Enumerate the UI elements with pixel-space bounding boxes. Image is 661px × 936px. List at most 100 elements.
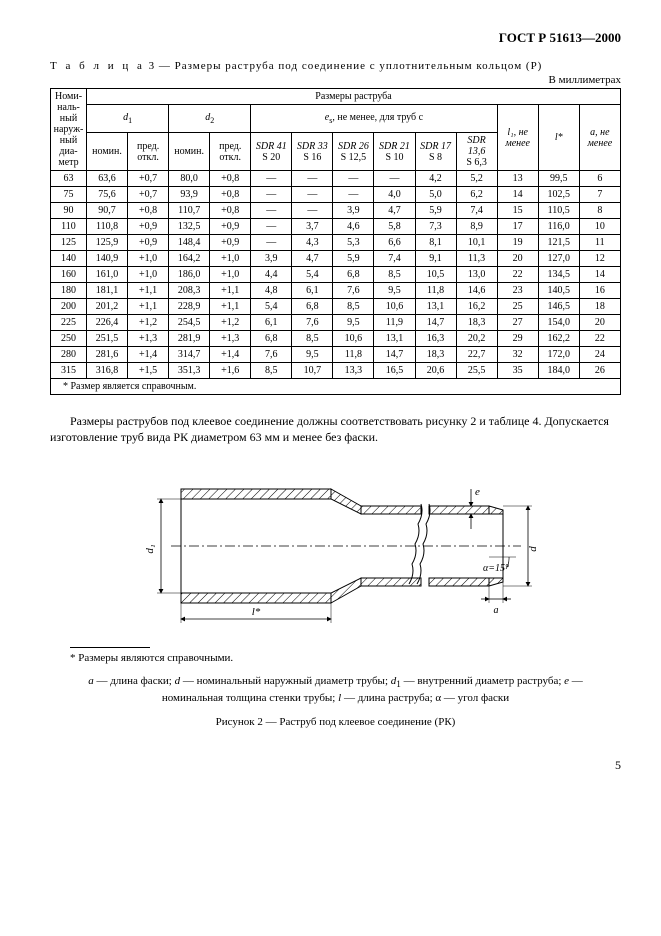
- table-cell: 99,5: [538, 171, 579, 187]
- table-cell: 14: [497, 187, 538, 203]
- table-cell: 181,1: [87, 283, 128, 299]
- table-cell: +0,8: [210, 187, 251, 203]
- table-row: 7575,6+0,793,9+0,8———4,05,06,214102,57: [51, 187, 621, 203]
- table-cell: 6,1: [251, 315, 292, 331]
- th-d1-sub: 1: [128, 116, 132, 125]
- th-d2-sub: 2: [210, 116, 214, 125]
- table-cell: +0,9: [128, 219, 169, 235]
- th-razmery: Размеры раструба: [87, 89, 621, 105]
- table-cell: +1,2: [128, 315, 169, 331]
- table-cell: 125,9: [87, 235, 128, 251]
- th-d2-nomin: номин.: [169, 133, 210, 171]
- table-cell: 5,3: [333, 235, 374, 251]
- table-cell: 4,3: [292, 235, 333, 251]
- table-cell: 314,7: [169, 347, 210, 363]
- table-cell: 4,6: [333, 219, 374, 235]
- table-cell: 10,6: [374, 299, 415, 315]
- table-cell: 315: [51, 363, 87, 379]
- table-cell: 11: [579, 235, 620, 251]
- table-cell: 16,2: [456, 299, 497, 315]
- table-row: 6363,6+0,780,0+0,8————4,25,21399,56: [51, 171, 621, 187]
- table-cell: 14,7: [374, 347, 415, 363]
- table-cell: 16,5: [374, 363, 415, 379]
- table-cell: +1,2: [210, 315, 251, 331]
- table-cell: 75,6: [87, 187, 128, 203]
- table-cell: —: [374, 171, 415, 187]
- table-cell: 6: [579, 171, 620, 187]
- table-cell: —: [251, 187, 292, 203]
- table-cell: 6,1: [292, 283, 333, 299]
- table-cell: 29: [497, 331, 538, 347]
- table-cell: 25: [497, 299, 538, 315]
- table-cell: 225: [51, 315, 87, 331]
- table-cell: 9,1: [415, 251, 456, 267]
- table-cell: 180: [51, 283, 87, 299]
- table-cell: 6,6: [374, 235, 415, 251]
- table-cell: 20: [497, 251, 538, 267]
- table-cell: 5,4: [292, 267, 333, 283]
- table-row: 125125,9+0,9148,4+0,9—4,35,36,68,110,119…: [51, 235, 621, 251]
- table-cell: 186,0: [169, 267, 210, 283]
- fig-e-label: e: [475, 486, 480, 498]
- table-cell: —: [333, 171, 374, 187]
- table-cell: +0,7: [128, 171, 169, 187]
- th-es: es, не менее, для труб с: [251, 105, 497, 133]
- table-cell: 9,5: [374, 283, 415, 299]
- table-cell: 200: [51, 299, 87, 315]
- table-cell: 6,2: [456, 187, 497, 203]
- table-row: 200201,2+1,1228,9+1,15,46,88,510,613,116…: [51, 299, 621, 315]
- table-cell: 5,0: [415, 187, 456, 203]
- figure: d₁ d e α=15° l* a: [50, 459, 621, 637]
- table-cell: —: [251, 203, 292, 219]
- table-cell: 3,9: [251, 251, 292, 267]
- table-row: 280281,6+1,4314,7+1,47,69,511,814,718,32…: [51, 347, 621, 363]
- units-label: В миллиметрах: [50, 74, 621, 86]
- table-cell: +1,1: [128, 299, 169, 315]
- table-cell: 134,5: [538, 267, 579, 283]
- table-cell: —: [333, 187, 374, 203]
- table-cell: +1,1: [210, 283, 251, 299]
- footnote-rule: [70, 647, 150, 648]
- table-cell: +1,3: [128, 331, 169, 347]
- table-cell: 6,8: [333, 267, 374, 283]
- table-cell: 226,4: [87, 315, 128, 331]
- table-cell: 32: [497, 347, 538, 363]
- table-cell: 13,1: [374, 331, 415, 347]
- th-es-rest: , не менее, для труб с: [332, 112, 423, 123]
- table-cell: 250: [51, 331, 87, 347]
- table-cell: 7: [579, 187, 620, 203]
- table-cell: 280: [51, 347, 87, 363]
- th-nom-diam: Номи­наль­ный на­руж­ный диа­метр: [51, 89, 87, 171]
- table-cell: 201,2: [87, 299, 128, 315]
- table-cell: 5,9: [415, 203, 456, 219]
- table-cell: 208,3: [169, 283, 210, 299]
- table-cell: 8,5: [374, 267, 415, 283]
- table-cell: 6,8: [251, 331, 292, 347]
- table-cell: 7,6: [251, 347, 292, 363]
- table-row: 9090,7+0,8110,7+0,8——3,94,75,97,415110,5…: [51, 203, 621, 219]
- th-sdr33: SDR 33S 16: [292, 133, 333, 171]
- table-cell: 18,3: [456, 315, 497, 331]
- table-row: 315316,8+1,5351,3+1,68,510,713,316,520,6…: [51, 363, 621, 379]
- table-cell: 10: [579, 219, 620, 235]
- table-cell: +0,8: [210, 171, 251, 187]
- table-cell: 7,4: [374, 251, 415, 267]
- table-cell: +1,1: [128, 283, 169, 299]
- table-cell: 26: [579, 363, 620, 379]
- table-cell: +1,4: [128, 347, 169, 363]
- th-sdr41: SDR 41S 20: [251, 133, 292, 171]
- table-cell: 4,4: [251, 267, 292, 283]
- table-row: 110110,8+0,9132,5+0,9—3,74,65,87,38,9171…: [51, 219, 621, 235]
- table-cell: 160: [51, 267, 87, 283]
- table-cell: 7,4: [456, 203, 497, 219]
- table-cell: 121,5: [538, 235, 579, 251]
- table-cell: 254,5: [169, 315, 210, 331]
- table-cell: 102,5: [538, 187, 579, 203]
- table-cell: 5,8: [374, 219, 415, 235]
- table-cell: 3,9: [333, 203, 374, 219]
- table-cell: 20: [579, 315, 620, 331]
- table-cell: 281,9: [169, 331, 210, 347]
- table-cell: 17: [497, 219, 538, 235]
- table-cell: 11,8: [415, 283, 456, 299]
- table-cell: 22: [497, 267, 538, 283]
